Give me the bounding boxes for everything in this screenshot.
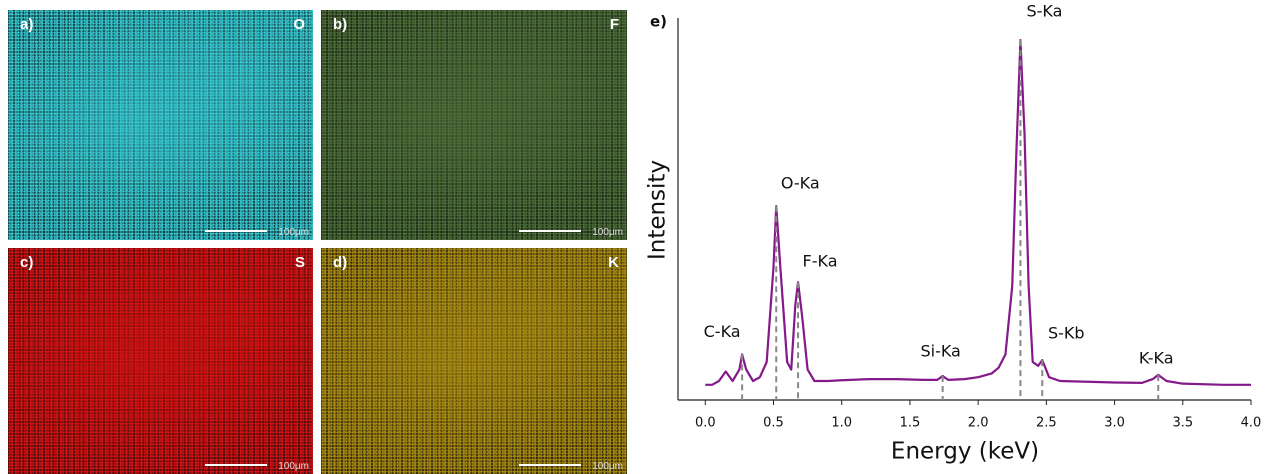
x-tick-label: 1.5 [900,416,921,431]
element-label: K [608,254,619,271]
x-tick-label: 2.5 [1036,416,1057,431]
spectrum-line [705,39,1251,386]
x-tick-label: 3.5 [1172,416,1193,431]
scale-label: 100μm [278,227,309,238]
x-tick-label: 0.5 [763,416,784,431]
element-map: d) K 100μm [321,248,627,474]
scale-label: 100μm [278,461,309,472]
x-tick-label: 0.0 [695,416,716,431]
panel-label: e) [650,13,667,31]
peak-label: S-Ka [1026,2,1062,21]
element-map: a) O 100μm [8,10,313,240]
panel-label: c) [20,254,34,271]
x-tick-label: 2.0 [968,416,989,431]
peak-label: K-Ka [1139,348,1174,367]
element-map: c) S 100μm [8,248,313,474]
scale-bar [519,230,581,232]
panel-label: d) [333,254,348,271]
peak-label: O-Ka [781,174,820,193]
y-axis-label: Intensity [645,160,671,260]
scale-bar [519,464,581,466]
scale-bar [205,230,267,232]
element-map: b) F 100μm [321,10,627,240]
panel-label: b) [333,16,348,33]
peak-label: Si-Ka [920,342,960,361]
peak-label: F-Ka [803,252,838,271]
chart: e) Energy (keV) Intensity 0.0 0.5 1.0 1.5 2.… [645,2,1262,465]
peak-label: S-Kb [1048,324,1085,343]
panel-label: a) [20,16,34,33]
x-tick-label: 4.0 [1241,416,1262,431]
peak-label: C-Ka [704,322,741,341]
x-tick-label: 3.0 [1104,416,1125,431]
element-label: F [609,16,619,33]
x-tick-label: 1.0 [831,416,852,431]
scale-label: 100μm [592,227,623,238]
x-axis-label: Energy (keV) [891,439,1039,465]
element-label: S [294,254,305,271]
scale-bar [205,464,267,466]
element-label: O [293,16,305,33]
scale-label: 100μm [592,461,623,472]
